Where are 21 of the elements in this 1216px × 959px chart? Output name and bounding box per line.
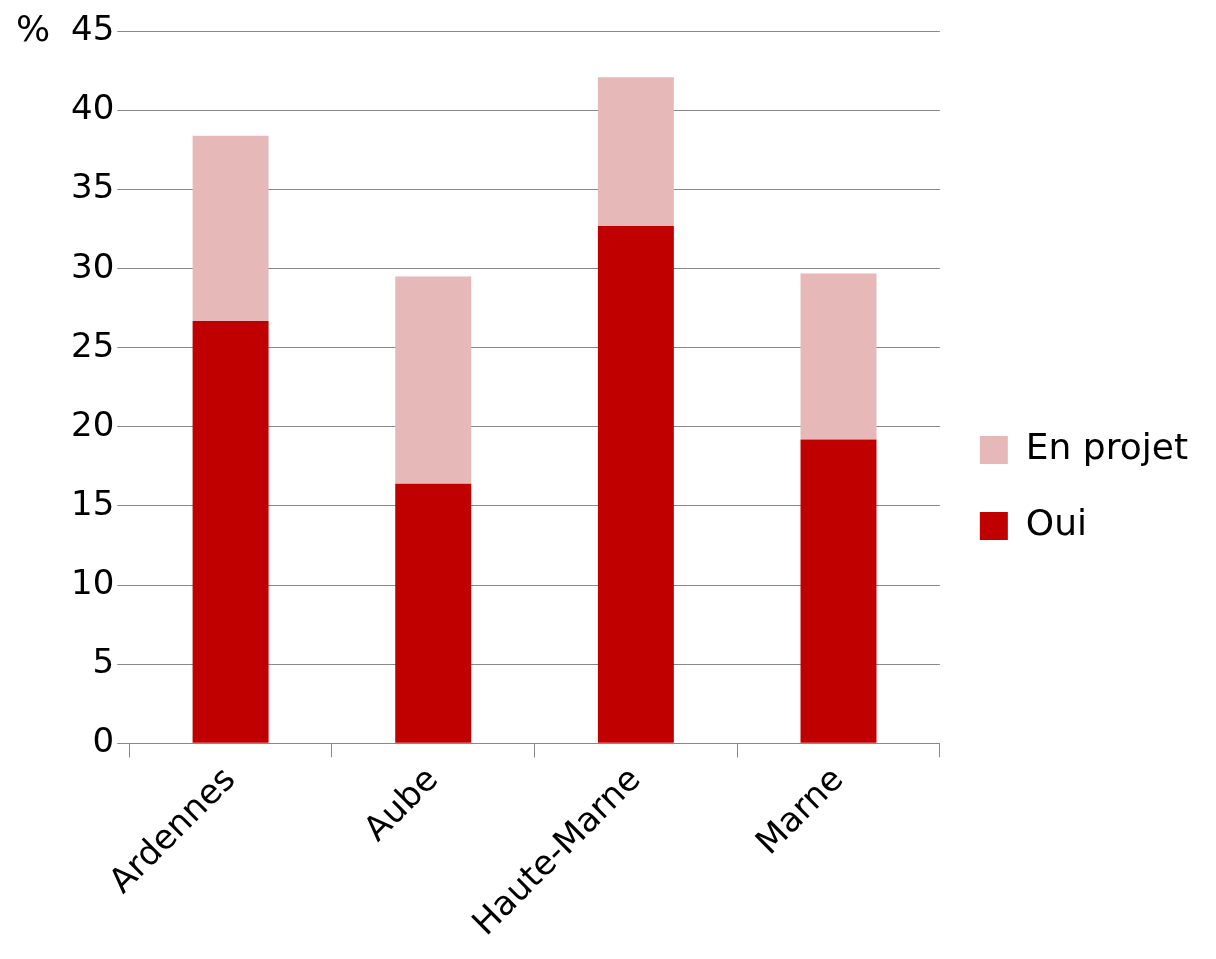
legend-label: En projet xyxy=(1025,426,1189,468)
y-tick-label: 0 xyxy=(92,720,115,761)
bar xyxy=(395,276,472,484)
y-tick-label: 45 xyxy=(71,8,115,49)
bar xyxy=(800,439,877,743)
y-tick-label: 5 xyxy=(92,640,115,681)
y-tick-label: 30 xyxy=(71,245,115,286)
bar xyxy=(597,225,674,743)
y-tick-label: 20 xyxy=(71,403,115,444)
bar xyxy=(800,273,877,440)
bar xyxy=(192,135,269,321)
bar xyxy=(192,320,269,743)
y-tick-label: 35 xyxy=(71,166,115,207)
bar xyxy=(395,483,472,743)
y-tick-label: 25 xyxy=(71,324,115,365)
y-tick-label: 15 xyxy=(71,482,115,523)
bar xyxy=(597,77,674,226)
legend-label: Oui xyxy=(1025,502,1087,544)
y-axis-title: % xyxy=(16,7,51,49)
y-tick-label: 40 xyxy=(71,87,115,128)
y-tick-label: 10 xyxy=(71,561,115,602)
